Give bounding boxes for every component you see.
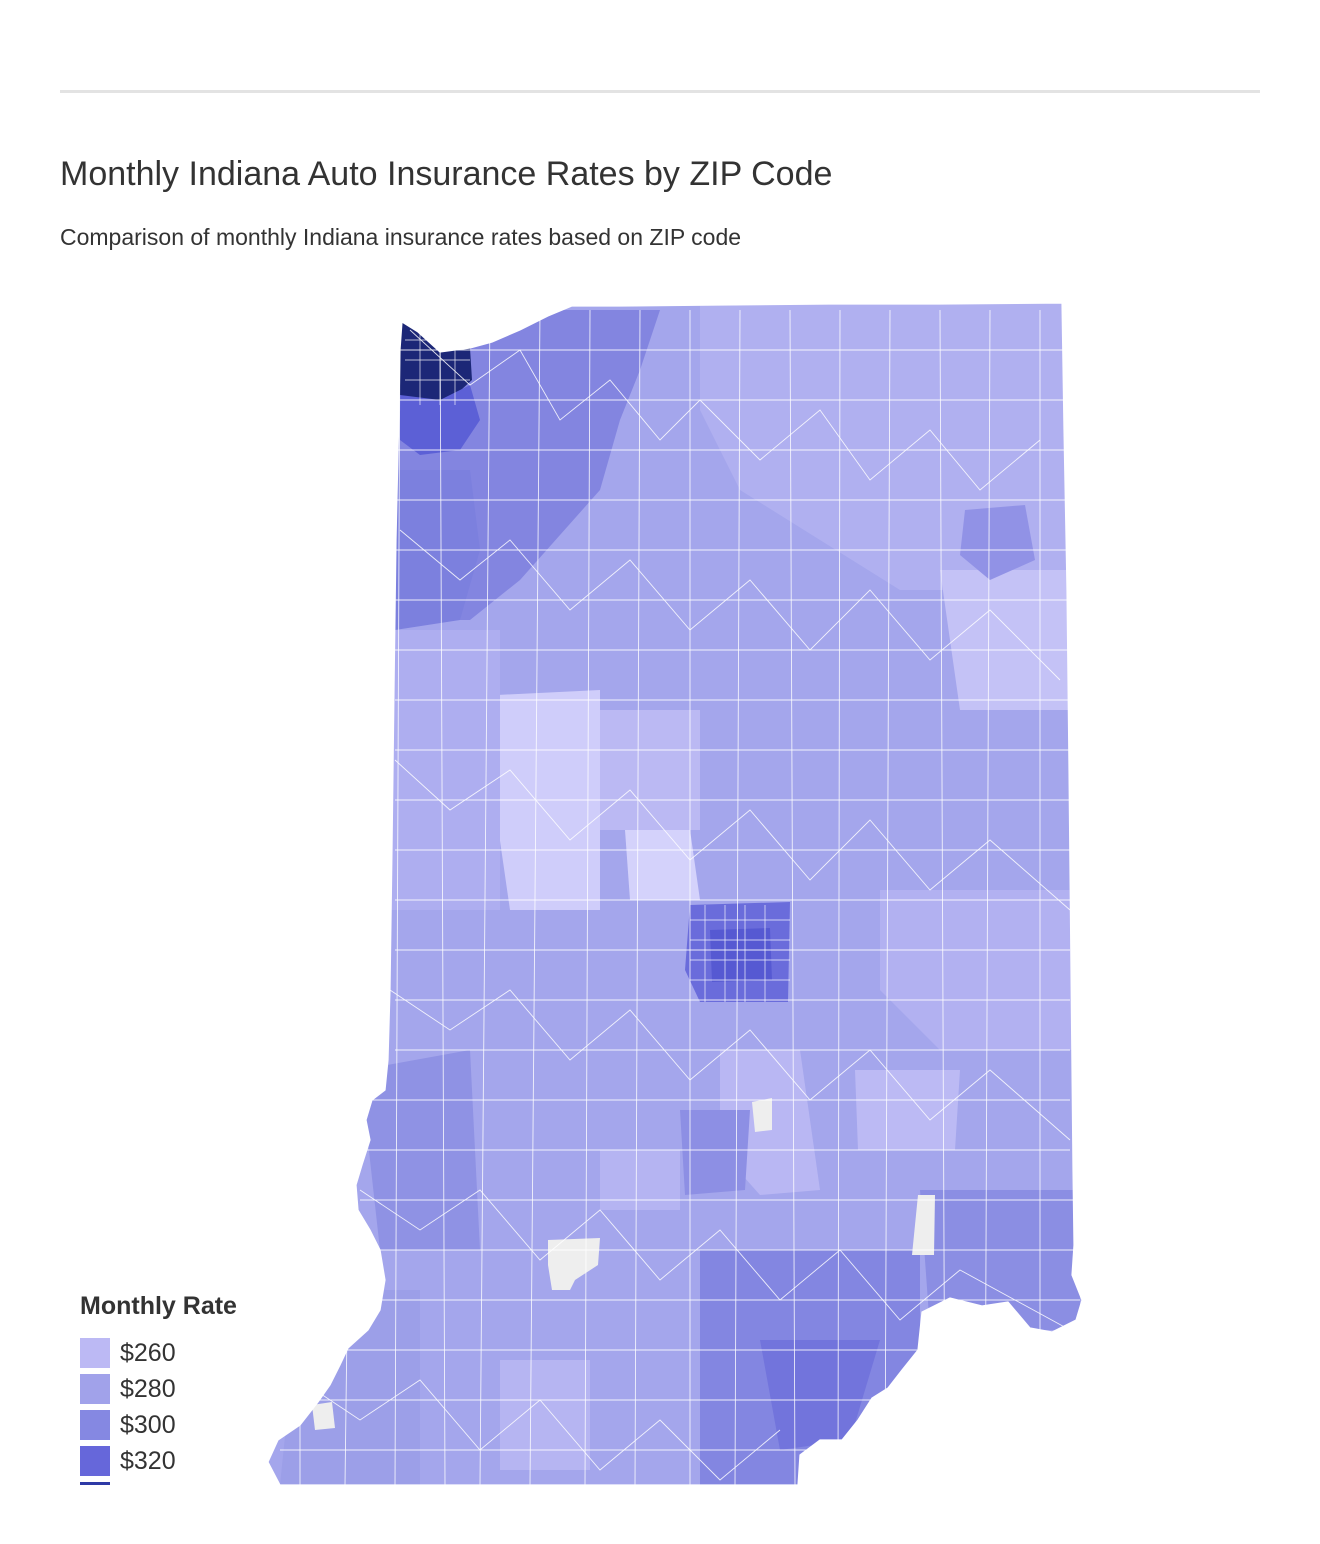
legend-items: $260 $280 $300 $320 $340 (80, 1335, 320, 1485)
legend-item: $320 (80, 1443, 320, 1479)
region-south-light (500, 1360, 590, 1470)
legend-swatch (80, 1374, 110, 1404)
top-divider (60, 90, 1260, 93)
no-data-area-4 (312, 1402, 335, 1430)
no-data-area-2 (752, 1098, 772, 1132)
page-title: Monthly Indiana Auto Insurance Rates by … (60, 155, 833, 193)
region-east-light (940, 570, 1070, 710)
region-southeast-central (855, 1070, 960, 1150)
region-central-light (625, 830, 700, 900)
zip-boundaries (280, 309, 1080, 1485)
map-legend: Monthly Rate $260 $280 $300 $320 $340 (80, 1292, 320, 1485)
region-southeast-river (760, 1340, 880, 1450)
legend-item: $280 (80, 1371, 320, 1407)
page-subtitle: Comparison of monthly Indiana insurance … (60, 224, 742, 250)
legend-title: Monthly Rate (80, 1292, 237, 1320)
legend-swatch (80, 1338, 110, 1368)
no-data-area-3 (912, 1195, 935, 1255)
legend-item: $300 (80, 1407, 320, 1443)
legend-label: $280 (120, 1374, 176, 1403)
no-data-area-1 (548, 1238, 600, 1290)
indiana-map-svg (267, 302, 1083, 1485)
region-south-central-west (600, 1150, 680, 1210)
legend-label: $340 (120, 1483, 176, 1486)
choropleth-map (0, 290, 1320, 1485)
legend-swatch (80, 1410, 110, 1440)
legend-label: $300 (120, 1410, 176, 1439)
region-indianapolis-core (710, 928, 772, 982)
region-east-central (880, 890, 1072, 1050)
region-central-north (600, 710, 700, 830)
zip-regions (280, 303, 1080, 1485)
legend-label: $260 (120, 1338, 176, 1367)
region-bloomington (680, 1110, 750, 1195)
legend-swatch (80, 1446, 110, 1476)
legend-item: $260 (80, 1335, 320, 1371)
region-fort-wayne (960, 505, 1035, 580)
legend-item: $340 (80, 1479, 320, 1485)
legend-label: $320 (120, 1446, 176, 1475)
legend-swatch (80, 1482, 110, 1485)
